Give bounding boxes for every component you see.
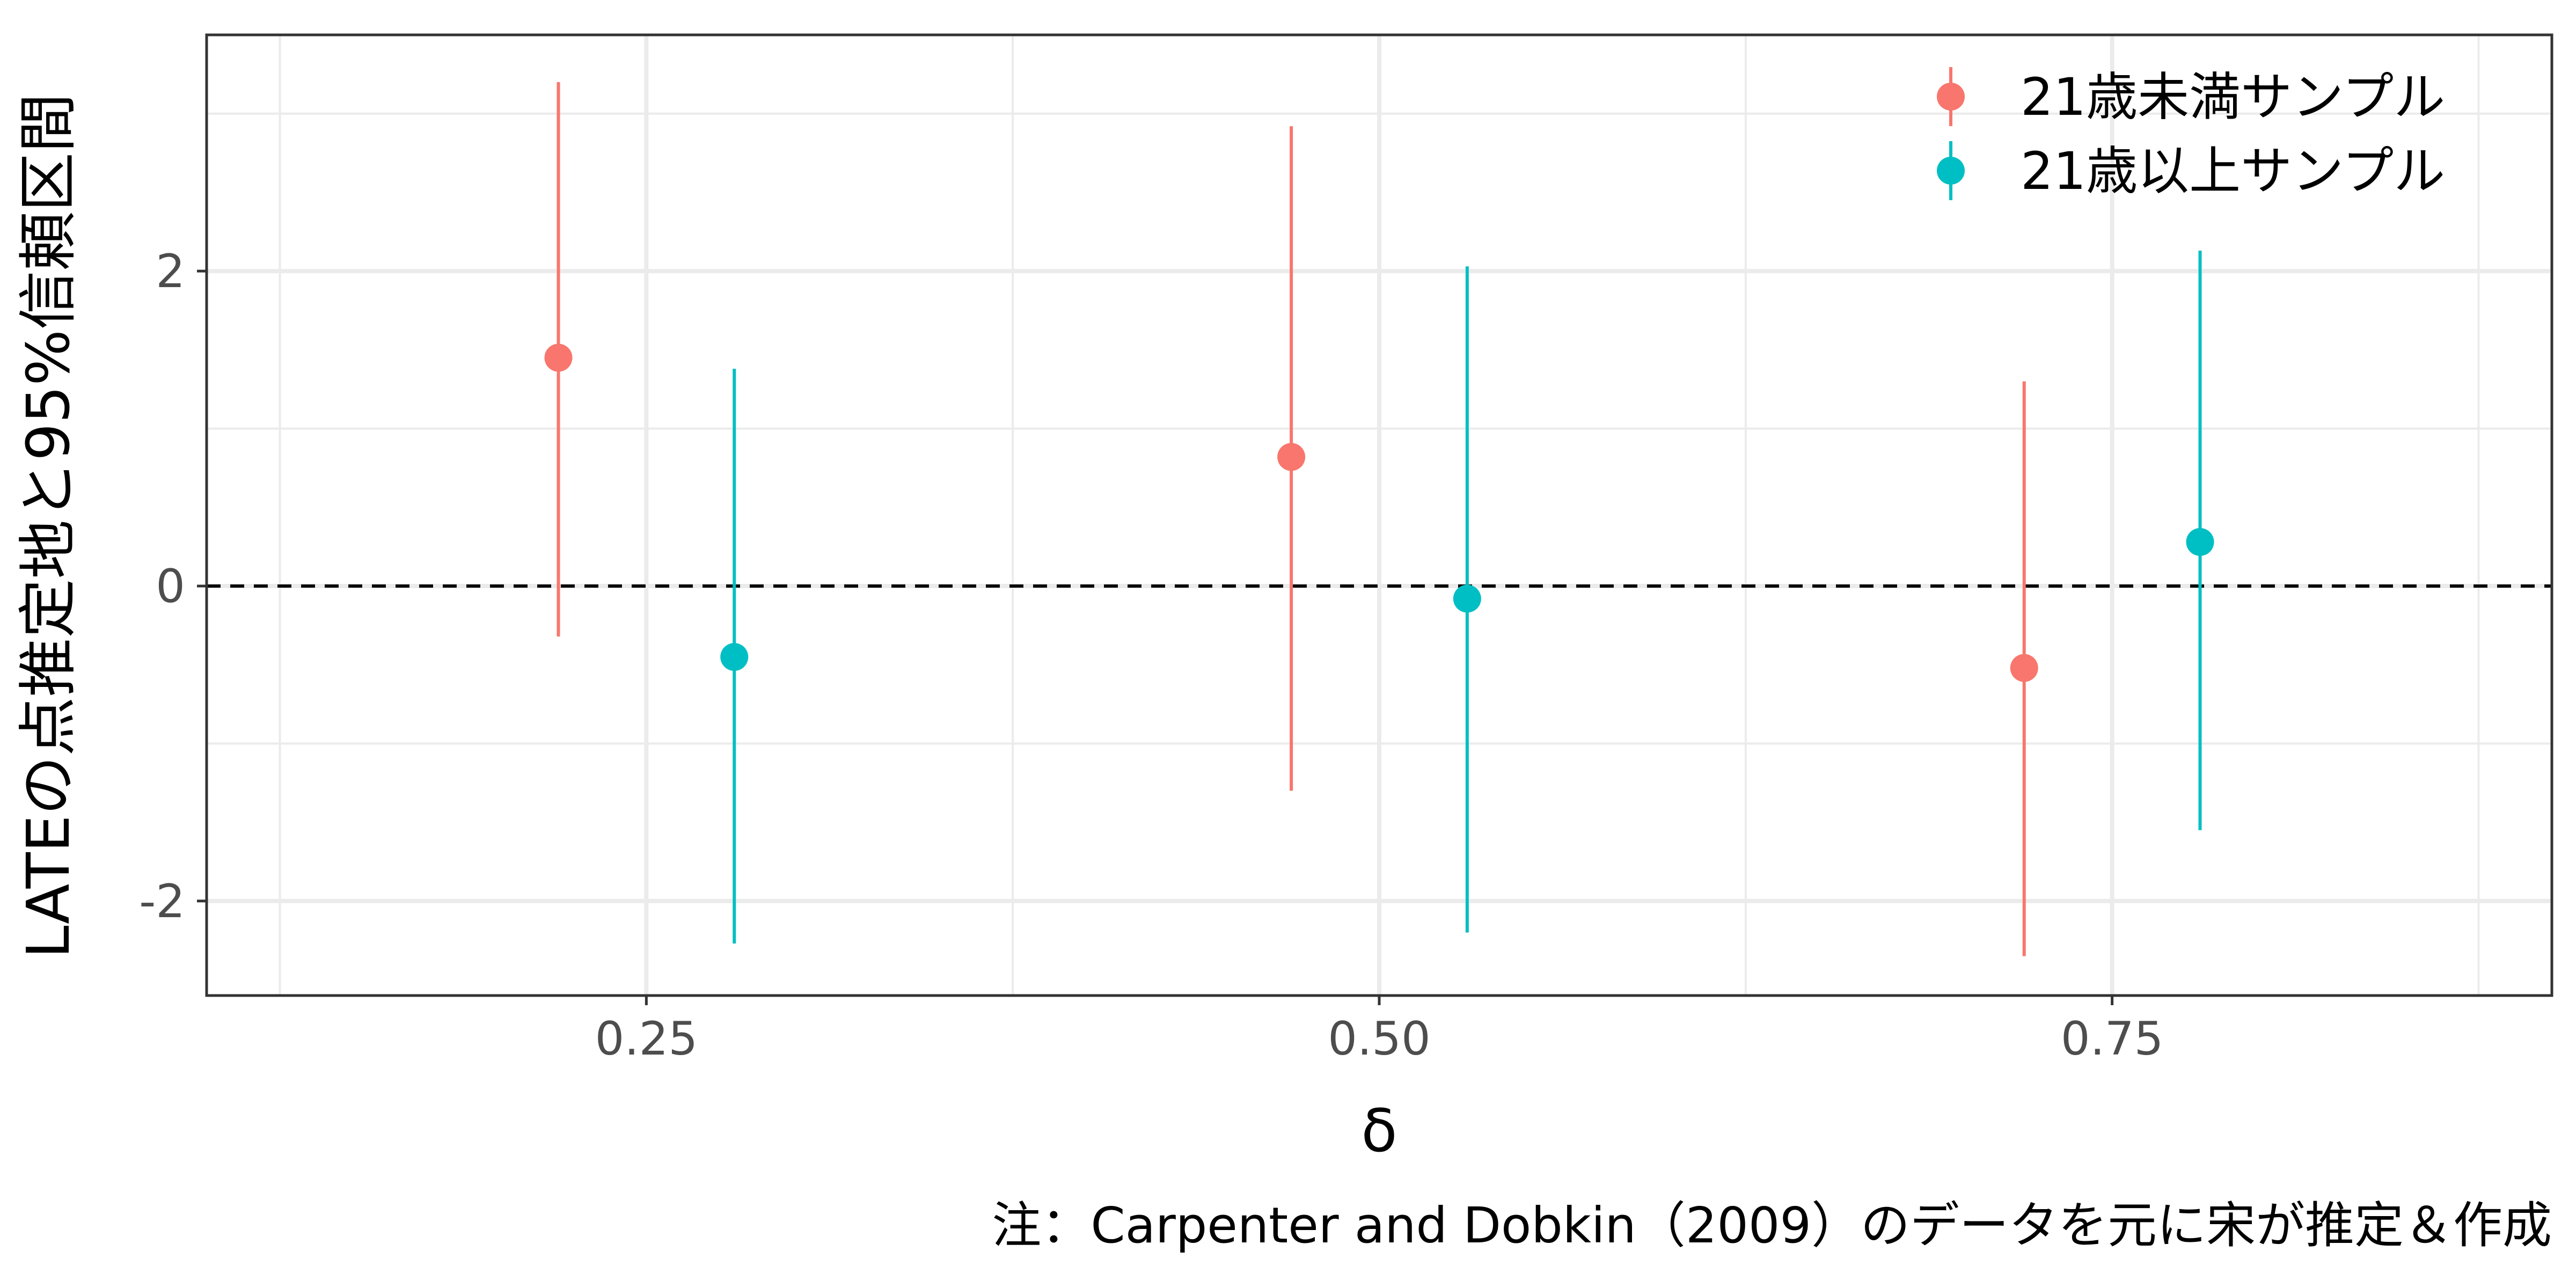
x-tick-label: 0.25 bbox=[595, 1012, 698, 1066]
y-axis-ticks: -2 0 2 bbox=[139, 245, 207, 928]
point-series2-point1 bbox=[720, 643, 749, 671]
legend: 21歳未満サンプル 21歳以上サンプル bbox=[1937, 67, 2445, 201]
point-series1-point2 bbox=[1277, 443, 1306, 471]
legend-label-1: 21歳未満サンプル bbox=[2021, 67, 2445, 127]
x-tick-label: 0.50 bbox=[1328, 1012, 1430, 1066]
point-series2-point3 bbox=[2186, 528, 2214, 556]
y-tick-label: 2 bbox=[156, 245, 185, 298]
major-gridlines bbox=[207, 35, 2552, 996]
y-axis-title: LATEの点推定地と95%信頼区間 bbox=[14, 93, 83, 958]
x-tick-label: 0.75 bbox=[2061, 1012, 2163, 1066]
chart-caption: 注：Carpenter and Dobkin（2009）のデータを元に宋が推定＆… bbox=[992, 1197, 2552, 1254]
x-axis-title: δ bbox=[1361, 1096, 1397, 1165]
y-tick-label: 0 bbox=[156, 560, 185, 613]
point-series1-point3 bbox=[2010, 654, 2038, 682]
legend-key-point-2 bbox=[1937, 157, 1965, 185]
point-series1-point1 bbox=[544, 343, 573, 372]
x-axis-ticks: 0.25 0.50 0.75 bbox=[595, 996, 2163, 1066]
data-marks bbox=[544, 82, 2214, 956]
legend-label-2: 21歳以上サンプル bbox=[2021, 141, 2445, 201]
point-series2-point2 bbox=[1453, 584, 1481, 613]
y-tick-label: -2 bbox=[139, 875, 185, 928]
legend-key-point-1 bbox=[1937, 83, 1965, 111]
